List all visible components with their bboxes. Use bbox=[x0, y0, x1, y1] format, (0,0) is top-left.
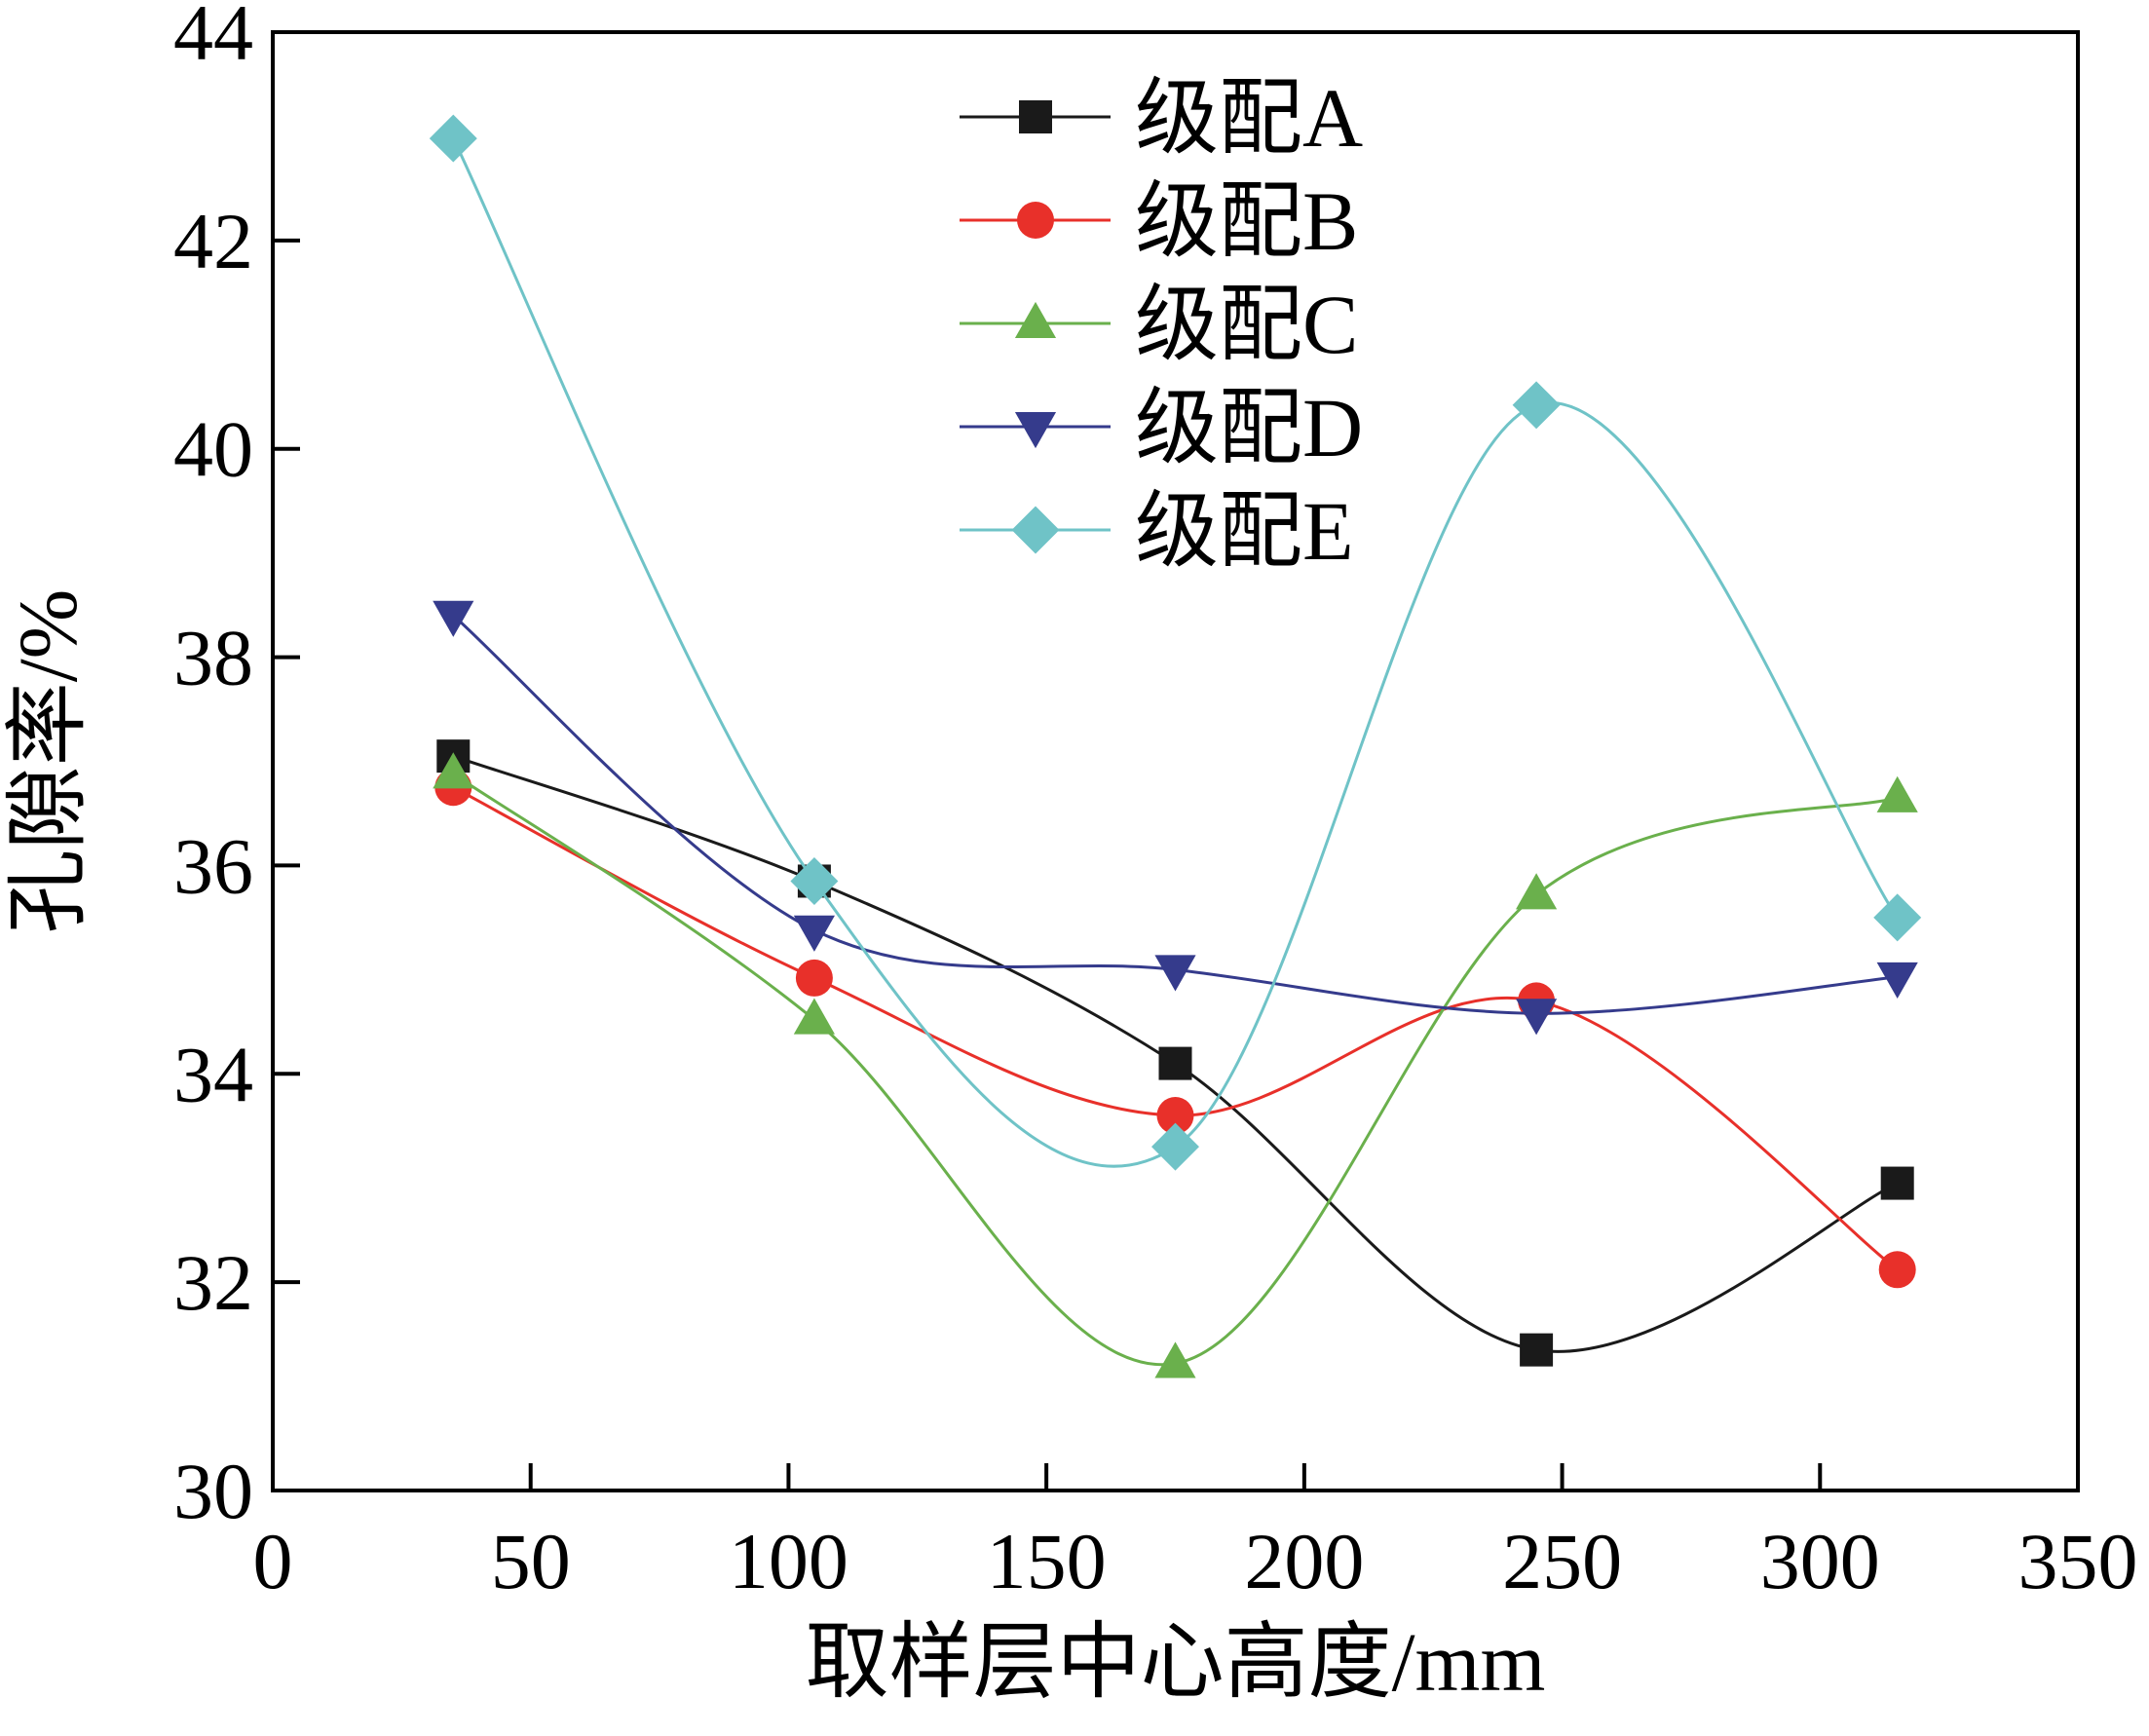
series-1 bbox=[436, 739, 1914, 1367]
x-axis-label: 取样层中心高度/mm bbox=[806, 1615, 1546, 1709]
legend-marker bbox=[1014, 412, 1057, 449]
y-tick-label: 36 bbox=[173, 821, 253, 910]
data-point bbox=[433, 752, 474, 789]
data-point bbox=[433, 600, 474, 637]
y-axis-label: 孔隙率/% bbox=[1, 589, 94, 934]
legend-marker bbox=[1017, 202, 1054, 239]
series-group bbox=[429, 114, 1922, 1378]
plot-frame bbox=[271, 30, 2080, 1492]
data-point bbox=[1520, 1333, 1554, 1367]
series-3 bbox=[433, 752, 1918, 1378]
data-point bbox=[1512, 381, 1561, 430]
data-point bbox=[795, 959, 833, 997]
data-point bbox=[1873, 893, 1922, 942]
series-5 bbox=[429, 114, 1922, 1171]
data-point bbox=[1158, 1046, 1192, 1080]
legend-label: 级配E bbox=[1135, 484, 1354, 578]
x-tick-label: 150 bbox=[987, 1517, 1107, 1605]
series-2 bbox=[434, 769, 1916, 1289]
data-point bbox=[1880, 1166, 1914, 1200]
legend-item: 级配E bbox=[960, 484, 1354, 578]
legend-label: 级配D bbox=[1135, 381, 1363, 474]
data-point bbox=[429, 114, 477, 163]
y-tick-label: 42 bbox=[173, 197, 253, 285]
data-point bbox=[1156, 1097, 1194, 1135]
data-point bbox=[1516, 873, 1558, 910]
data-point bbox=[790, 856, 839, 905]
data-point bbox=[1151, 1122, 1199, 1171]
data-point bbox=[1516, 999, 1558, 1036]
series-line bbox=[452, 614, 1898, 1015]
data-point bbox=[1876, 775, 1918, 812]
x-tick-label: 250 bbox=[1502, 1517, 1622, 1605]
y-tick-label: 38 bbox=[173, 614, 253, 702]
legend-item: 级配D bbox=[960, 381, 1363, 474]
legend-marker bbox=[1011, 506, 1060, 554]
data-point bbox=[1154, 955, 1196, 992]
legend-item: 级配B bbox=[960, 174, 1358, 268]
legend-marker bbox=[1019, 100, 1052, 133]
legend-label: 级配A bbox=[1135, 71, 1363, 165]
data-point bbox=[1154, 1341, 1196, 1378]
y-tick-label: 34 bbox=[173, 1030, 253, 1118]
x-tick-label: 100 bbox=[729, 1517, 848, 1605]
series-line bbox=[452, 785, 1899, 1271]
x-tick-label: 0 bbox=[253, 1517, 293, 1605]
plot-frame-group bbox=[271, 30, 2080, 1492]
series-4 bbox=[433, 600, 1918, 1036]
legend-label: 级配B bbox=[1135, 174, 1358, 268]
y-tick-label: 44 bbox=[173, 0, 253, 77]
data-point bbox=[793, 998, 835, 1035]
data-point bbox=[1876, 962, 1918, 999]
y-tick-label: 40 bbox=[173, 405, 253, 494]
y-tick-label: 30 bbox=[173, 1447, 253, 1535]
legend-item: 级配C bbox=[960, 278, 1358, 371]
x-tick-label: 350 bbox=[2018, 1517, 2138, 1605]
legend-marker bbox=[1014, 301, 1057, 338]
data-point bbox=[1878, 1251, 1916, 1289]
legend-item: 级配A bbox=[960, 71, 1363, 165]
data-point bbox=[793, 915, 835, 952]
x-tick-label: 200 bbox=[1244, 1517, 1364, 1605]
y-tick-label: 32 bbox=[173, 1238, 253, 1327]
x-tick-label: 300 bbox=[1760, 1517, 1880, 1605]
legend-label: 级配C bbox=[1135, 278, 1358, 371]
ticks-group: 0 50 100 150 200 250 300 350 30 32 34 36 38 40 42 44 bbox=[173, 0, 2138, 1605]
x-tick-label: 50 bbox=[491, 1517, 571, 1605]
